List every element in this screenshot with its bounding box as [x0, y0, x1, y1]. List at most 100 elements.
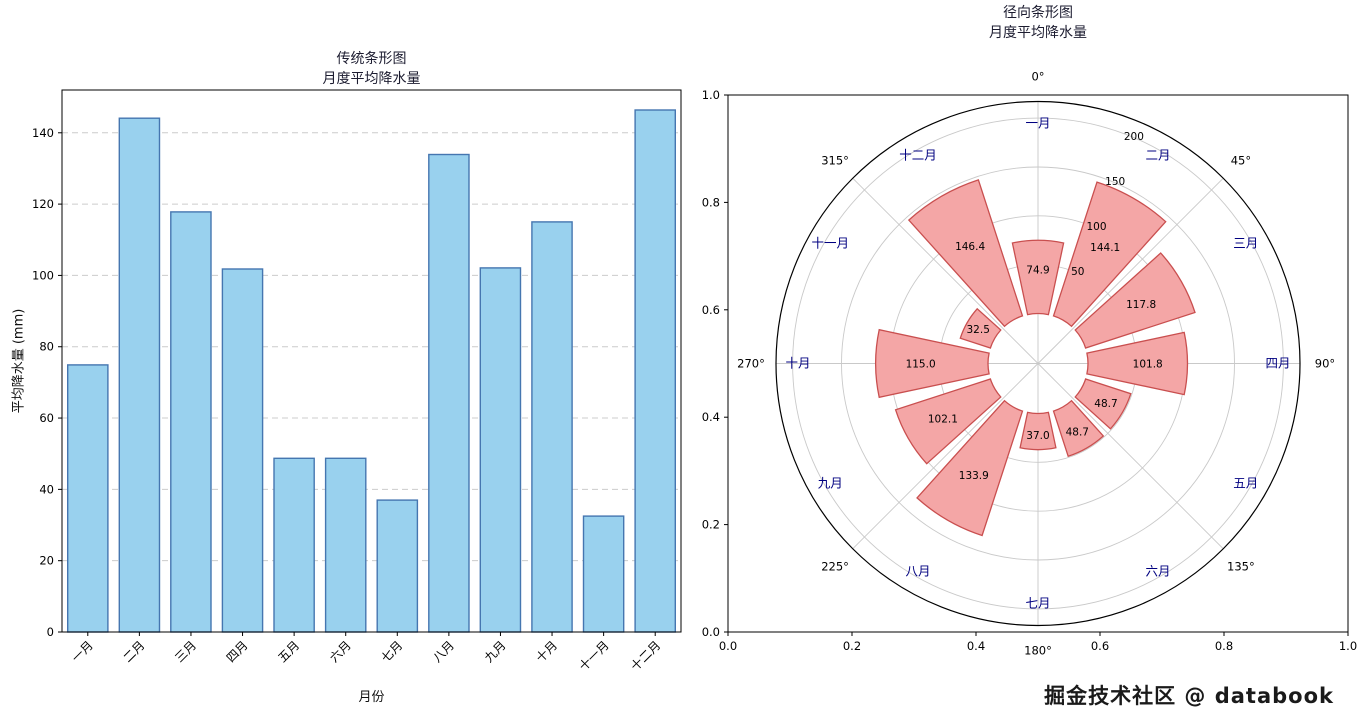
x-tick-label: 十二月 [628, 638, 663, 673]
y-tick-label: 40 [39, 482, 54, 496]
polar-boundary [775, 100, 1301, 627]
left-chart-title: 传统条形图 月度平均降水量 [62, 49, 681, 90]
month-label: 十一月 [811, 236, 849, 251]
bar-二月 [118, 117, 161, 633]
watermark: 掘金技术社区 @ databook [1044, 684, 1334, 708]
x-tick-label: 七月 [379, 638, 406, 665]
month-label: 四月 [1265, 356, 1290, 371]
radial-bar-八月 [916, 399, 1024, 537]
angle-tick-label: 315° [821, 154, 849, 168]
polar-spoke [1037, 177, 1224, 364]
right-chart: 0.0 0.2 0.4 0.6 0.8 1.0 0.0 0.2 0.4 0.6 0.8 1.0 74.9… [702, 70, 1357, 658]
right-axes-frame [727, 94, 1349, 633]
month-label: 二月 [1145, 148, 1170, 163]
month-label: 五月 [1233, 476, 1258, 491]
bar-四月 [221, 268, 264, 633]
bar-八月 [428, 153, 470, 633]
outer-x-tick-label: 0.0 [719, 639, 737, 653]
y-tick-label: 0 [47, 625, 54, 639]
right-chart-title-line2: 月度平均降水量 [989, 25, 1087, 42]
left-chart-title-line2: 月度平均降水量 [322, 71, 421, 88]
bar-九月 [479, 267, 522, 633]
bar-七月 [376, 499, 419, 633]
left-axes-frame [61, 89, 682, 633]
right-chart-title: 径向条形图 月度平均降水量 [728, 3, 1348, 44]
y-tick-label: 120 [32, 197, 54, 211]
outer-x-tick-label: 0.6 [1091, 639, 1109, 653]
outer-x-tick-label: 0.4 [967, 639, 985, 653]
x-tick-label: 二月 [121, 638, 148, 665]
left-chart-ylabel: 平均降水量 (mm) [11, 308, 27, 414]
outer-y-tick-label: 0.0 [702, 625, 720, 639]
x-tick-label: 五月 [275, 638, 302, 665]
y-tick-label: 140 [32, 126, 54, 140]
outer-x-tick-label: 1.0 [1339, 639, 1357, 653]
radial-bar-十一月 [959, 307, 1002, 349]
bar-五月 [273, 457, 315, 633]
radial-tick-label: 50 [1071, 266, 1084, 278]
radial-tick-label: 200 [1124, 131, 1144, 143]
bar-一月 [66, 364, 109, 633]
radial-bar-七月 [1019, 411, 1057, 451]
radial-bar-一月 [1011, 239, 1065, 316]
angle-tick-label: 270° [737, 357, 765, 371]
angle-tick-label: 135° [1227, 559, 1255, 573]
radial-bar-九月 [894, 378, 1002, 465]
angle-tick-label: 0° [1031, 70, 1044, 84]
value-label: 117.8 [1126, 299, 1156, 311]
radial-bar-六月 [1052, 399, 1105, 458]
left-chart-title-line1: 传统条形图 [336, 51, 407, 67]
left-chart: 0 20 40 60 80 100 120 140 一月 二月 三月 四月 五月 六月 七月 八月 九月 十月 十一… [32, 89, 682, 674]
value-label: 48.7 [1066, 427, 1089, 439]
month-label: 十月 [785, 356, 810, 371]
value-label: 102.1 [928, 413, 958, 425]
radial-bar-十二月 [907, 179, 1024, 328]
x-tick-label: 十月 [533, 638, 560, 665]
x-tick-label: 六月 [327, 638, 354, 665]
value-label: 133.9 [959, 470, 989, 482]
outer-y-tick-label: 0.4 [702, 410, 720, 424]
bar-十二月 [634, 109, 676, 633]
month-label: 八月 [905, 563, 930, 578]
bar-十一月 [582, 515, 625, 633]
x-tick-label: 一月 [69, 638, 96, 665]
outer-y-tick-label: 1.0 [702, 88, 720, 102]
x-tick-label: 十一月 [576, 638, 611, 673]
month-label: 一月 [1025, 116, 1050, 131]
value-label: 115.0 [906, 359, 936, 371]
value-label: 144.1 [1090, 242, 1120, 254]
radial-tick-label: 150 [1105, 176, 1125, 188]
x-tick-label: 九月 [482, 638, 509, 665]
radial-bar-十月 [875, 328, 990, 399]
y-tick-label: 80 [39, 340, 54, 354]
value-label: 146.4 [955, 241, 985, 253]
month-label: 三月 [1233, 236, 1258, 251]
right-chart-title-line1: 径向条形图 [1003, 5, 1073, 21]
value-label: 74.9 [1026, 265, 1049, 277]
angle-tick-label: 225° [821, 559, 849, 573]
month-label: 七月 [1025, 596, 1050, 611]
radial-bar-五月 [1074, 378, 1132, 430]
value-label: 32.5 [967, 324, 990, 336]
radial-bar-二月 [1052, 181, 1167, 328]
left-chart-xlabel: 月份 [358, 690, 385, 705]
y-tick-label: 100 [32, 268, 54, 282]
outer-x-tick-label: 0.2 [843, 639, 861, 653]
x-tick-label: 四月 [224, 638, 251, 665]
y-tick-label: 20 [39, 554, 54, 568]
angle-tick-label: 45° [1231, 154, 1251, 168]
outer-y-tick-label: 0.8 [702, 195, 720, 209]
x-tick-label: 八月 [430, 638, 457, 665]
bar-十月 [531, 221, 573, 633]
value-label: 101.8 [1133, 359, 1163, 371]
value-label: 48.7 [1094, 398, 1117, 410]
bar-三月 [170, 211, 212, 633]
outer-y-tick-label: 0.6 [702, 303, 720, 317]
radial-bar-三月 [1074, 252, 1196, 349]
polar-spoke [852, 177, 1039, 364]
month-label: 九月 [818, 476, 843, 491]
polar-spoke [852, 363, 1039, 550]
angle-tick-label: 90° [1315, 357, 1335, 371]
